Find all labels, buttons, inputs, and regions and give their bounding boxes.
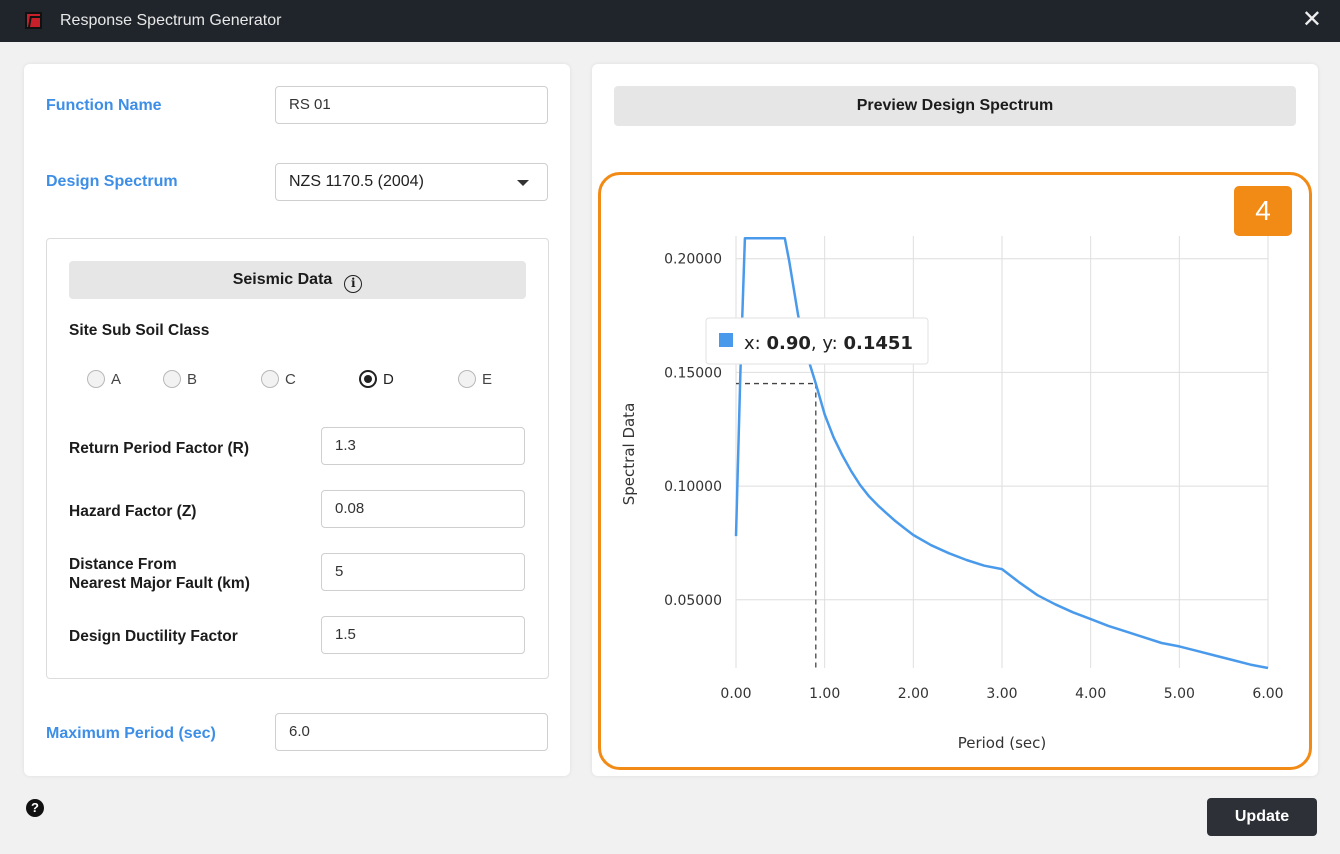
return-period-label: Return Period Factor (R)	[69, 440, 249, 457]
radio-label: A	[111, 370, 122, 388]
x-tick-label: 0.00	[720, 686, 751, 702]
radio-indicator	[261, 370, 279, 388]
close-button[interactable]: ✕	[1301, 6, 1322, 33]
tooltip-x-prefix: x:	[744, 333, 766, 354]
radio-indicator	[458, 370, 476, 388]
spectrum-chart[interactable]: 0.00 1.00 2.00 3.00 4.00 5.00 6.00 0.05000 0.100…	[592, 64, 1318, 776]
y-tick-label: 0.20000	[664, 252, 722, 268]
seismic-data-header: Seismic Data i	[69, 261, 526, 299]
radio-label: E	[482, 370, 493, 388]
tooltip-y-value: 0.1451	[843, 333, 912, 354]
site-class-radio-e[interactable]: E	[458, 370, 492, 388]
function-name-input[interactable]: RS 01	[275, 86, 548, 124]
y-tick-label: 0.05000	[664, 593, 722, 609]
radio-label: B	[187, 370, 198, 388]
hazard-factor-label: Hazard Factor (Z)	[69, 503, 197, 520]
site-class-radio-group: A B C D E	[87, 370, 507, 390]
y-axis-label: Spectral Data	[620, 403, 638, 506]
tooltip-series-swatch	[719, 333, 733, 347]
preview-design-spectrum-button[interactable]: Preview Design Spectrum	[614, 86, 1296, 126]
tooltip-text: x: 0.90, y: 0.1451	[744, 333, 913, 354]
app-logo-icon	[25, 12, 42, 29]
window-title: Response Spectrum Generator	[60, 12, 282, 29]
distance-fault-input[interactable]: 5	[321, 553, 525, 591]
site-class-radio-d[interactable]: D	[359, 370, 394, 388]
site-class-radio-c[interactable]: C	[261, 370, 296, 388]
x-tick-label: 6.00	[1252, 686, 1283, 702]
ductility-factor-input[interactable]: 1.5	[321, 616, 525, 654]
return-period-input[interactable]: 1.3	[321, 427, 525, 465]
max-period-input[interactable]: 6.0	[275, 713, 548, 751]
function-name-label: Function Name	[46, 97, 162, 114]
chart-tooltip: x: 0.90, y: 0.1451	[705, 317, 929, 365]
y-tick-label: 0.10000	[664, 479, 722, 495]
info-icon[interactable]: i	[344, 275, 363, 293]
tooltip-x-value: 0.90	[766, 333, 810, 354]
distance-label-line2: Nearest Major Fault (km)	[69, 575, 250, 592]
step-badge: 4	[1234, 186, 1292, 236]
x-tick-label: 3.00	[986, 686, 1017, 702]
design-spectrum-label: Design Spectrum	[46, 173, 178, 190]
x-axis-label: Period (sec)	[958, 734, 1047, 752]
y-tick-label: 0.15000	[664, 365, 722, 381]
ductility-factor-label: Design Ductility Factor	[69, 628, 238, 645]
help-icon[interactable]: ?	[26, 799, 44, 817]
x-tick-label: 1.00	[809, 686, 840, 702]
design-spectrum-value: NZS 1170.5 (2004)	[289, 173, 424, 190]
radio-label: D	[383, 370, 394, 388]
spectrum-series-line[interactable]	[734, 237, 1269, 670]
title-bar: Response Spectrum Generator ✕	[0, 0, 1340, 42]
seismic-data-title: Seismic Data	[232, 271, 333, 288]
max-period-label: Maximum Period (sec)	[46, 725, 216, 742]
tooltip-separator: ,	[811, 333, 822, 354]
chevron-down-icon	[517, 180, 529, 186]
radio-label: C	[285, 370, 296, 388]
tooltip-box	[705, 317, 929, 365]
preview-panel: Preview Design Spectrum 0.00 1.00 2.00 3.00…	[592, 64, 1318, 776]
input-panel: Function Name RS 01 Design Spectrum NZS …	[24, 64, 570, 776]
radio-indicator	[163, 370, 181, 388]
design-spectrum-select[interactable]: NZS 1170.5 (2004)	[275, 163, 548, 201]
site-class-radio-a[interactable]: A	[87, 370, 121, 388]
site-class-radio-b[interactable]: B	[163, 370, 197, 388]
site-class-label: Site Sub Soil Class	[69, 322, 210, 339]
seismic-data-group: Seismic Data i Site Sub Soil Class A B C …	[46, 238, 549, 679]
x-tick-label: 5.00	[1164, 686, 1195, 702]
update-button[interactable]: Update	[1207, 798, 1317, 836]
distance-fault-label: Distance From Nearest Major Fault (km)	[69, 555, 250, 593]
radio-indicator	[359, 370, 377, 388]
x-tick-label: 2.00	[898, 686, 929, 702]
tooltip-y-prefix: y:	[822, 333, 843, 354]
chart-highlight-frame	[598, 172, 1312, 770]
radio-indicator	[87, 370, 105, 388]
hazard-factor-input[interactable]: 0.08	[321, 490, 525, 528]
distance-label-line1: Distance From	[69, 556, 177, 573]
x-tick-label: 4.00	[1075, 686, 1106, 702]
